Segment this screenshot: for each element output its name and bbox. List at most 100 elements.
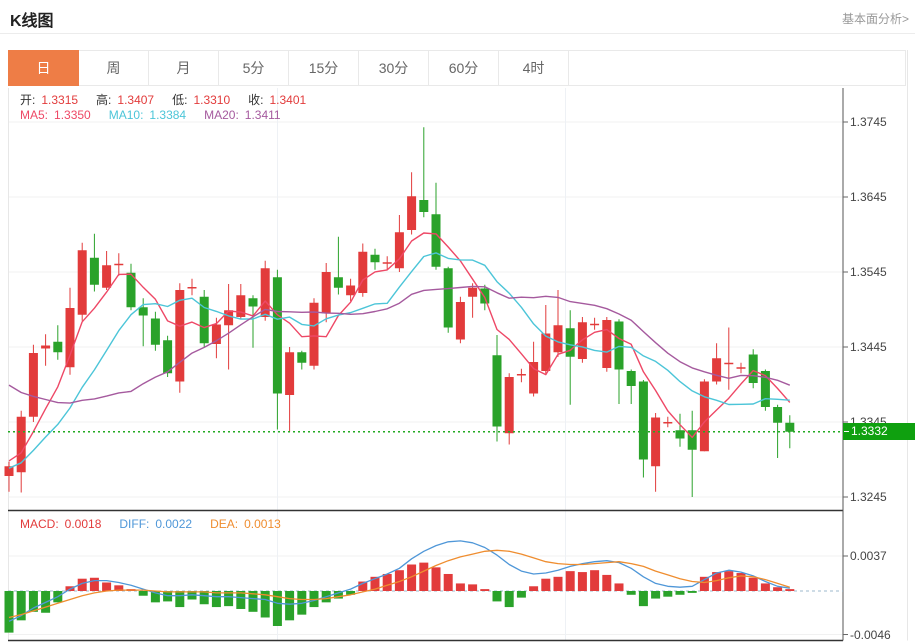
macd-bar (443, 573, 453, 591)
macd-bar (760, 583, 770, 591)
macd-bar (224, 591, 234, 607)
macd-bar (651, 591, 661, 599)
legend-value: 1.3315 (41, 93, 79, 107)
candle-body (211, 324, 221, 344)
macd-bar (785, 589, 795, 591)
legend-label: 开: (20, 93, 36, 107)
candle-body (590, 323, 600, 326)
macd-bar (431, 567, 441, 591)
candle-body (504, 377, 514, 434)
candle-body (199, 296, 209, 344)
candle-body (407, 196, 417, 230)
macd-bar (138, 591, 148, 596)
candle-body (175, 290, 185, 382)
macd-tick-label: 0.0037 (850, 548, 887, 563)
legend-label: MA5: (20, 108, 49, 122)
tab-60min[interactable]: 60分 (429, 51, 499, 85)
tab-day[interactable]: 日 (8, 50, 79, 86)
candle-body (4, 466, 14, 476)
candle-body (626, 371, 636, 386)
candle-body (236, 295, 246, 317)
macd-bar (199, 591, 209, 605)
candle-body (553, 325, 563, 353)
macd-bar (565, 571, 575, 591)
tab-5min[interactable]: 5分 (219, 51, 289, 85)
macd-bar (577, 572, 587, 591)
macd-bar (492, 591, 502, 602)
macd-bar (77, 578, 87, 591)
price-tick-label: 1.3645 (850, 190, 887, 204)
candle-body (614, 321, 624, 370)
legend-label: MACD: (20, 517, 59, 531)
legend-value: 1.3350 (54, 108, 91, 122)
candle-body (773, 407, 783, 423)
tab-15min[interactable]: 15分 (289, 51, 359, 85)
macd-tick-label: -0.0046 (850, 627, 891, 642)
legend-label: 收: (248, 93, 264, 107)
macd-bar (748, 577, 758, 591)
macd-bar (370, 576, 380, 591)
macd-bar (236, 591, 246, 609)
macd-bar (382, 573, 392, 591)
dea-line (8, 549, 790, 619)
candle-body (333, 277, 343, 288)
macd-bar (687, 591, 697, 593)
macd-legend: MACD: 0.0018 DIFF: 0.0022 DEA: 0.0013 (20, 517, 299, 531)
legend-value: 1.3401 (269, 93, 307, 107)
macd-bar (358, 581, 368, 591)
candle-body (346, 285, 356, 296)
tab-week[interactable]: 周 (79, 51, 149, 85)
legend-value: 1.3384 (149, 108, 187, 122)
candle-body (309, 302, 319, 366)
candle-body (260, 268, 270, 317)
fundamental-analysis-link[interactable]: 基本面分析> (841, 12, 909, 26)
macd-bar (175, 591, 185, 608)
candle-body (65, 308, 75, 368)
legend-label: MA20: (204, 108, 239, 122)
macd-bar (346, 591, 356, 595)
candle-body (699, 381, 709, 452)
candle-body (382, 262, 392, 264)
macd-bar (480, 589, 490, 591)
macd-bar (394, 570, 404, 591)
macd-bar (468, 584, 478, 591)
candle-body (785, 422, 795, 432)
legend-label: MA10: (108, 108, 144, 122)
candle-body (89, 257, 99, 285)
candlesticks (4, 127, 795, 497)
candle-body (712, 358, 722, 382)
tab-4hour[interactable]: 4时 (499, 51, 569, 85)
macd-bar (114, 585, 124, 591)
candle-body (602, 320, 612, 368)
price-tick-label: 1.3545 (850, 265, 887, 279)
macd-bar (272, 591, 282, 627)
candle-body (138, 307, 148, 316)
macd-bar (16, 591, 26, 621)
macd-bar (248, 591, 258, 612)
macd-bar (516, 591, 526, 598)
candle-body (16, 416, 26, 473)
tab-30min[interactable]: 30分 (359, 51, 429, 85)
macd-bar (712, 572, 722, 591)
candle-body (663, 422, 673, 424)
candle-body (248, 298, 258, 307)
badge-tick-dash (844, 431, 849, 433)
ma10-line (8, 252, 790, 469)
macd-bar (626, 591, 636, 595)
candle-body (114, 263, 124, 266)
price-tick-label: 1.3445 (850, 340, 887, 354)
candle-body (541, 333, 551, 371)
macd-bar (419, 562, 429, 591)
macd-bar (285, 591, 295, 621)
candle-body (224, 310, 234, 326)
tab-month[interactable]: 月 (149, 51, 219, 85)
macd-bar (89, 577, 99, 591)
macd-bar (150, 591, 160, 603)
macd-bar (736, 573, 746, 591)
ma20-line (8, 285, 791, 404)
candle-body (126, 272, 136, 308)
legend-value: 0.0022 (155, 517, 193, 531)
candle-body (285, 352, 295, 395)
candle-body (675, 430, 685, 439)
